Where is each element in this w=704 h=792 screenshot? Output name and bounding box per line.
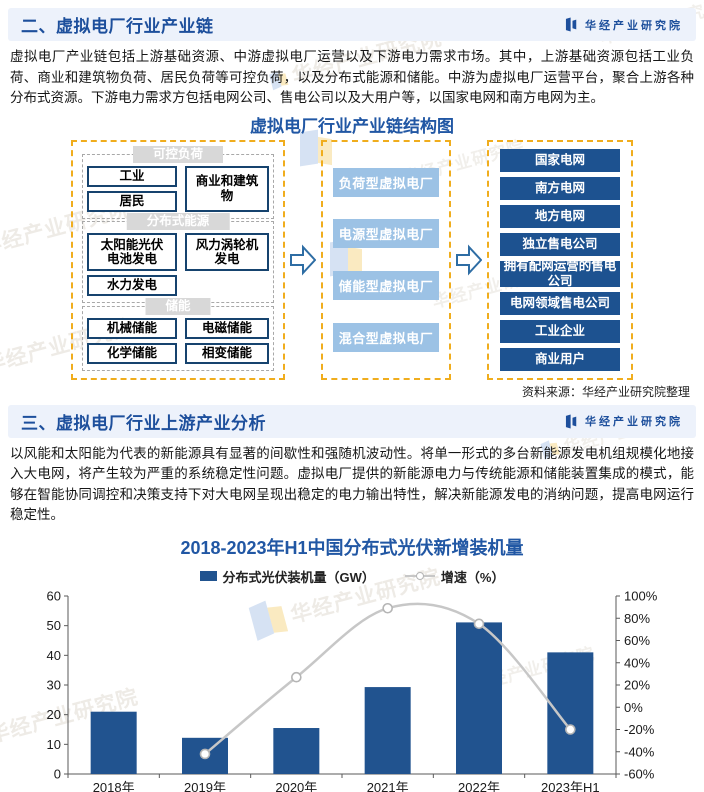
chart-title: 2018-2023年H1中国分布式光伏新增装机量 <box>180 537 524 558</box>
diagram-node: 居民 <box>87 190 177 212</box>
legend-item-line: 增速（%） <box>404 567 505 586</box>
source-note-diagram: 资料来源：华经产业研究院整理 <box>521 384 690 399</box>
diagram-node: 电磁储能 <box>185 317 269 339</box>
svg-text:-40%: -40% <box>624 744 655 759</box>
demand-side-node: 拥有配网运营的售电公司 <box>500 259 620 288</box>
bar-swatch-icon <box>199 571 217 582</box>
group-label: 储能 <box>145 297 211 315</box>
svg-text:40%: 40% <box>624 655 650 670</box>
svg-text:10: 10 <box>47 736 61 751</box>
brand-icon <box>565 17 577 32</box>
group-label: 可控负荷 <box>132 145 224 163</box>
svg-text:100%: 100% <box>624 588 658 603</box>
demand-side-node: 南方电网 <box>500 176 620 200</box>
svg-text:2023年H1: 2023年H1 <box>541 780 600 792</box>
group-energy-storage: 储能 机械储能 电磁储能 化学储能 相变储能 <box>82 297 274 371</box>
svg-text:80%: 80% <box>624 610 650 625</box>
group-items: 太阳能光伏电池发电 风力涡轮机发电 水力发电 <box>87 233 269 297</box>
section-title: 二、虚拟电厂行业产业链 <box>21 17 214 36</box>
midstream-column: 负荷型虚拟电厂 电源型虚拟电厂 储能型虚拟电厂 混合型虚拟电厂 <box>321 139 451 380</box>
section-header-upstream: 三、虚拟电厂行业上游产业分析 华经产业研究院 <box>8 404 696 438</box>
svg-text:30: 30 <box>47 677 61 692</box>
diagram-node: 机械储能 <box>87 317 177 339</box>
section-header-chain: 二、虚拟电厂行业产业链 华经产业研究院 <box>8 8 696 41</box>
diagram-node: 水力发电 <box>87 275 177 297</box>
group-items: 机械储能 电磁储能 化学储能 相变储能 <box>87 317 269 364</box>
svg-text:40: 40 <box>47 647 61 662</box>
diagram-node: 化学储能 <box>87 342 177 364</box>
diagram-node: 风力涡轮机发电 <box>185 233 269 272</box>
downstream-column: 国家电网南方电网地方电网独立售电公司拥有配网运营的售电公司电网领域售电公司 工业企… <box>487 139 633 380</box>
industry-chain-diagram: 可控负荷 工业居民 商业和建筑物 分布式能源 太阳能光伏电池发电 风力涡轮机发电 水力… <box>0 139 704 380</box>
group-label: 分布式能源 <box>126 213 230 231</box>
legend-label: 增速（%） <box>440 569 505 585</box>
demand-side-node: 地方电网 <box>500 204 620 228</box>
vpp-type-node: 储能型虚拟电厂 <box>333 270 439 300</box>
flow-arrow-icon <box>456 243 482 276</box>
svg-text:0: 0 <box>54 766 61 781</box>
svg-text:2019年: 2019年 <box>184 780 226 792</box>
diagram-node: 商业和建筑物 <box>185 165 269 212</box>
upstream-paragraph: 以风能和太阳能为代表的新能源具有显著的间歇性和强随机波动性。将单一形式的多台新能… <box>10 445 694 523</box>
legend-item-bar: 分布式光伏装机量（GW） <box>199 567 375 586</box>
svg-text:0%: 0% <box>624 699 643 714</box>
diagram-node: 相变储能 <box>185 342 269 364</box>
section-title: 三、虚拟电厂行业上游产业分析 <box>21 413 266 433</box>
demand-side-node: 商业用户 <box>500 347 620 371</box>
brand-logo: 华经产业研究院 <box>565 413 683 429</box>
demand-side-node: 工业企业 <box>500 319 620 343</box>
group-controllable-load: 可控负荷 工业居民 商业和建筑物 <box>82 145 274 219</box>
chain-paragraph: 虚拟电厂产业链包括上游基础资源、中游虚拟电厂运营以及下游电力需求市场。其中，上游… <box>10 49 694 106</box>
vpp-type-node: 混合型虚拟电厂 <box>333 322 439 352</box>
upstream-column: 可控负荷 工业居民 商业和建筑物 分布式能源 太阳能光伏电池发电 风力涡轮机发电 水力… <box>71 139 285 380</box>
svg-text:-20%: -20% <box>624 722 655 737</box>
svg-text:20: 20 <box>47 707 61 722</box>
group-distributed-energy: 分布式能源 太阳能光伏电池发电 风力涡轮机发电 水力发电 <box>82 213 274 304</box>
svg-text:50: 50 <box>47 618 61 633</box>
flow-arrow-icon <box>290 243 316 276</box>
group-items: 工业居民 商业和建筑物 <box>87 165 269 212</box>
brand-logo: 华经产业研究院 <box>565 17 683 33</box>
line-marker-icon <box>404 572 435 581</box>
figure-title: 虚拟电厂行业产业链结构图 <box>250 116 454 136</box>
chart-legend: 分布式光伏装机量（GW） 增速（%） <box>0 567 704 586</box>
pv-installation-chart: 0 10 20 30 40 50 60 -60% -40% -20% 0% 20% 40% 60% 80% 1… <box>47 588 658 792</box>
svg-text:2022年: 2022年 <box>458 780 500 792</box>
demand-side-node: 电网领域售电公司 <box>500 291 620 315</box>
svg-text:60: 60 <box>47 588 61 603</box>
svg-text:60%: 60% <box>624 633 650 648</box>
demand-side-node: 独立售电公司 <box>500 232 620 256</box>
vpp-type-node: 负荷型虚拟电厂 <box>333 167 439 197</box>
brand-text: 华经产业研究院 <box>585 416 683 429</box>
svg-text:2020年: 2020年 <box>275 780 317 792</box>
svg-text:2021年: 2021年 <box>367 780 409 792</box>
brand-text: 华经产业研究院 <box>585 19 683 32</box>
vpp-type-node: 电源型虚拟电厂 <box>333 219 439 249</box>
diagram-node: 工业 <box>87 165 177 187</box>
diagram-node: 太阳能光伏电池发电 <box>87 233 177 272</box>
svg-text:20%: 20% <box>624 677 650 692</box>
svg-text:2018年: 2018年 <box>93 780 135 792</box>
legend-label: 分布式光伏装机量（GW） <box>222 569 375 585</box>
svg-text:-60%: -60% <box>624 766 655 781</box>
brand-icon <box>565 414 577 429</box>
demand-side-node: 国家电网 <box>500 148 620 172</box>
